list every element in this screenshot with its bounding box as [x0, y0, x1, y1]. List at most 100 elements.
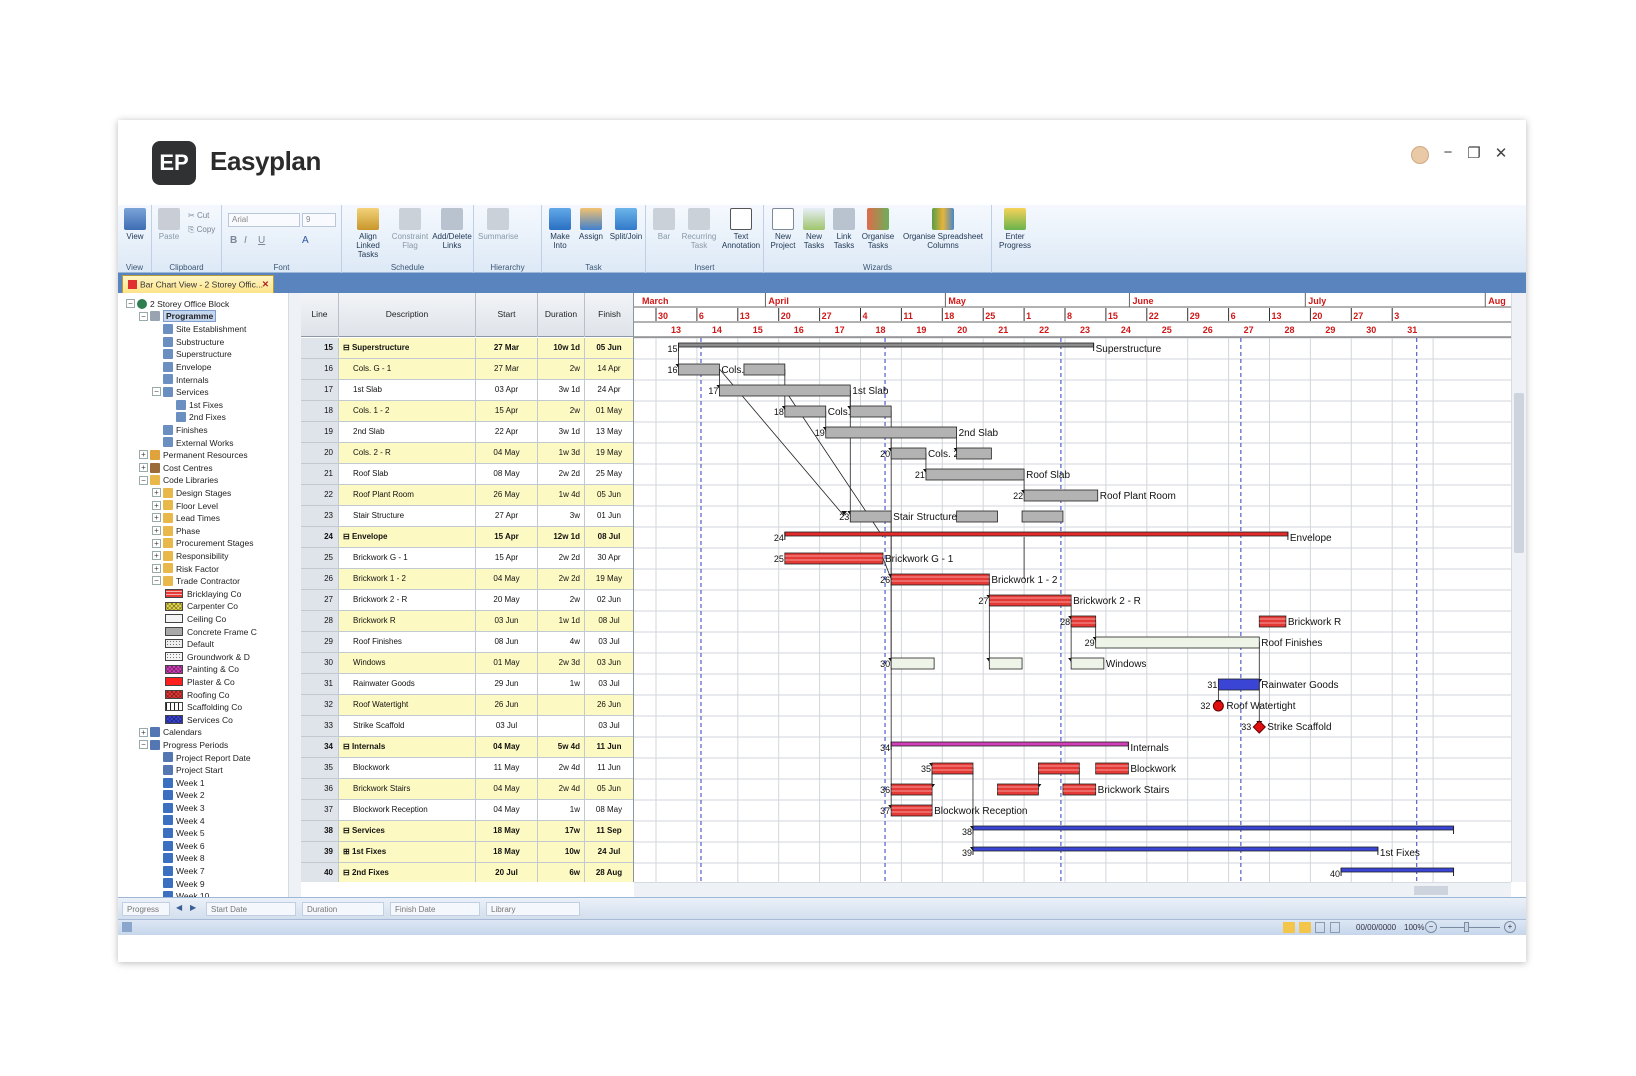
table-row[interactable]: 31 Rainwater Goods 29 Jun 1w 03 Jul	[301, 674, 633, 695]
cell-start[interactable]: 04 May	[476, 779, 538, 799]
bold-button[interactable]: B	[230, 235, 238, 246]
cell-duration[interactable]: 1w	[538, 800, 585, 820]
cell-line[interactable]: 15	[301, 338, 339, 358]
cell-finish[interactable]: 25 May	[585, 464, 633, 484]
cell-line[interactable]: 20	[301, 443, 339, 463]
cell-line[interactable]: 31	[301, 674, 339, 694]
cell-line[interactable]: 35	[301, 758, 339, 778]
cell-finish[interactable]: 08 Jul	[585, 611, 633, 631]
cell-line[interactable]: 36	[301, 779, 339, 799]
cell-start[interactable]: 26 May	[476, 485, 538, 505]
cell-start[interactable]: 20 May	[476, 590, 538, 610]
task-bar[interactable]	[1070, 657, 1105, 670]
task-bar[interactable]	[988, 657, 1023, 670]
cell-description[interactable]: ⊟ Superstructure	[339, 338, 476, 358]
zoom-slider-thumb[interactable]	[1464, 922, 1469, 932]
cell-line[interactable]: 19	[301, 422, 339, 442]
cell-start[interactable]: 18 May	[476, 842, 538, 862]
table-row[interactable]: 19 2nd Slab 22 Apr 3w 1d 13 May	[301, 422, 633, 443]
start-date-field[interactable]: Start Date	[206, 902, 296, 916]
cell-start[interactable]: 15 Apr	[476, 548, 538, 568]
task-bar[interactable]	[1070, 615, 1097, 628]
cell-start[interactable]: 01 May	[476, 653, 538, 673]
summary-bar[interactable]	[890, 741, 1129, 747]
tree-item[interactable]: Week 4	[152, 815, 205, 826]
cell-line[interactable]: 25	[301, 548, 339, 568]
paste-button[interactable]: Paste	[156, 208, 182, 241]
cell-description[interactable]: Stair Structure	[339, 506, 476, 526]
milestone-diamond[interactable]	[1252, 720, 1266, 734]
view-button[interactable]: View	[122, 208, 148, 241]
cell-line[interactable]: 30	[301, 653, 339, 673]
view-mode-table-icon[interactable]	[1330, 922, 1340, 933]
task-bar[interactable]	[890, 657, 935, 670]
cell-line[interactable]: 27	[301, 590, 339, 610]
minimize-button[interactable]: −	[1443, 144, 1453, 161]
cell-finish[interactable]: 11 Jun	[585, 737, 633, 757]
cell-description[interactable]: ⊞ 1st Fixes	[339, 842, 476, 862]
organise-tasks-button[interactable]: Organise Tasks	[860, 208, 896, 250]
column-header-description[interactable]: Description	[339, 293, 476, 337]
cell-duration[interactable]: 2w	[538, 359, 585, 379]
underline-button[interactable]: U	[258, 235, 266, 246]
text-annotation-button[interactable]: Text Annotation	[720, 208, 762, 250]
table-row[interactable]: 30 Windows 01 May 2w 3d 03 Jun	[301, 653, 633, 674]
cell-line[interactable]: 21	[301, 464, 339, 484]
cell-start[interactable]: 26 Jun	[476, 695, 538, 715]
library-field[interactable]: Library	[486, 902, 580, 916]
tree-item[interactable]: − Programme	[139, 310, 217, 323]
tree-item[interactable]: External Works	[152, 437, 233, 448]
zoom-in-icon[interactable]: +	[1504, 921, 1516, 933]
task-bar[interactable]	[890, 804, 933, 817]
cell-description[interactable]: 2nd Slab	[339, 422, 476, 442]
add-delete-links-button[interactable]: Add/Delete Links	[432, 208, 472, 250]
tree-item[interactable]: Painting & Co	[165, 663, 239, 674]
task-bar[interactable]	[849, 405, 892, 418]
cell-duration[interactable]: 17w	[538, 821, 585, 841]
italic-button[interactable]: I	[244, 235, 247, 246]
table-row[interactable]: 37 Blockwork Reception 04 May 1w 08 May	[301, 800, 633, 821]
table-row[interactable]: 33 Strike Scaffold 03 Jul 03 Jul	[301, 716, 633, 737]
duration-field[interactable]: Duration	[302, 902, 384, 916]
milestone-marker[interactable]	[1212, 700, 1224, 712]
tree-item[interactable]: + Phase	[152, 525, 200, 536]
table-row[interactable]: 23 Stair Structure 27 Apr 3w 01 Jun	[301, 506, 633, 527]
cell-description[interactable]: ⊟ Services	[339, 821, 476, 841]
cell-line[interactable]: 37	[301, 800, 339, 820]
table-row[interactable]: 15 ⊟ Superstructure 27 Mar 10w 1d 05 Jun	[301, 338, 633, 359]
cell-line[interactable]: 24	[301, 527, 339, 547]
task-bar[interactable]	[988, 594, 1072, 607]
task-bar[interactable]	[849, 510, 892, 523]
cell-finish[interactable]: 03 Jun	[585, 653, 633, 673]
cell-finish[interactable]: 24 Apr	[585, 380, 633, 400]
table-row[interactable]: 25 Brickwork G - 1 15 Apr 2w 2d 30 Apr	[301, 548, 633, 569]
cell-line[interactable]: 29	[301, 632, 339, 652]
table-row[interactable]: 26 Brickwork 1 - 2 04 May 2w 2d 19 May	[301, 569, 633, 590]
cell-line[interactable]: 26	[301, 569, 339, 589]
tree-item[interactable]: Week 2	[152, 789, 205, 801]
expand-icon[interactable]: +	[152, 500, 161, 510]
cell-description[interactable]: ⊟ Internals	[339, 737, 476, 757]
cell-description[interactable]: Cols. 1 - 2	[339, 401, 476, 421]
task-bar[interactable]	[956, 447, 992, 460]
tree-item[interactable]: Roofing Co	[165, 689, 230, 699]
cell-finish[interactable]: 08 Jul	[585, 527, 633, 547]
task-bar[interactable]	[890, 573, 990, 586]
cell-start[interactable]: 27 Mar	[476, 359, 538, 379]
task-bar[interactable]	[997, 783, 1039, 796]
new-tasks-button[interactable]: New Tasks	[800, 208, 828, 250]
tree-item[interactable]: Finishes	[152, 424, 208, 435]
cell-description[interactable]: Cols. 2 - R	[339, 443, 476, 463]
cell-line[interactable]: 40	[301, 863, 339, 882]
cell-duration[interactable]: 2w 2d	[538, 464, 585, 484]
table-row[interactable]: 29 Roof Finishes 08 Jun 4w 03 Jul	[301, 632, 633, 653]
cell-description[interactable]: Strike Scaffold	[339, 716, 476, 736]
cell-description[interactable]: ⊟ 2nd Fixes	[339, 863, 476, 882]
cell-line[interactable]: 17	[301, 380, 339, 400]
summary-bar[interactable]	[972, 846, 1379, 852]
summary-bar[interactable]	[972, 825, 1454, 831]
cell-description[interactable]: Rainwater Goods	[339, 674, 476, 694]
cell-finish[interactable]: 19 May	[585, 569, 633, 589]
cell-finish[interactable]: 11 Jun	[585, 758, 633, 778]
cell-duration[interactable]: 12w 1d	[538, 527, 585, 547]
